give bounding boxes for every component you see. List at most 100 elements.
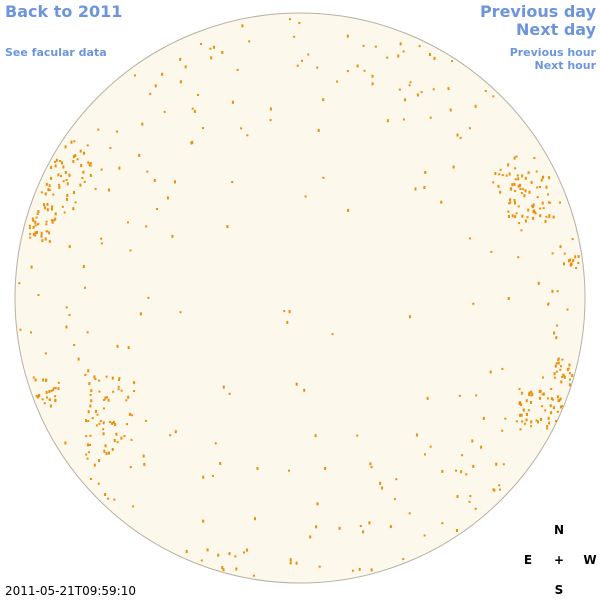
facula (423, 534, 426, 537)
facula (544, 219, 547, 223)
facula (113, 498, 116, 501)
facula (200, 559, 203, 562)
facula (193, 109, 196, 113)
facula (557, 357, 560, 361)
facula (95, 424, 98, 427)
facula (246, 548, 248, 552)
facula (536, 186, 539, 189)
facula (460, 470, 463, 474)
facula (131, 414, 134, 417)
facula (213, 45, 215, 49)
facula (93, 375, 96, 379)
facula (517, 184, 520, 188)
facula (368, 521, 371, 525)
facula (100, 242, 103, 245)
facula (551, 289, 554, 293)
facula (548, 214, 551, 217)
facula (73, 140, 76, 143)
facula (221, 51, 224, 54)
facula (90, 478, 92, 480)
facula (95, 409, 97, 413)
facula (514, 167, 517, 170)
facula (214, 442, 217, 445)
next-hour-link[interactable]: Next hour (535, 59, 597, 72)
facula (530, 420, 533, 424)
facula (50, 166, 53, 169)
facula (550, 397, 553, 401)
facula (63, 211, 66, 214)
facula (149, 92, 152, 95)
facula (322, 98, 325, 102)
facula (393, 498, 396, 501)
facula (100, 237, 103, 240)
facula (52, 388, 55, 391)
facula (508, 172, 511, 176)
facula (577, 255, 580, 259)
facula (241, 24, 244, 28)
facula (356, 64, 359, 68)
facula (210, 56, 213, 60)
facula (502, 463, 505, 466)
facula (70, 140, 73, 144)
facula (569, 258, 572, 262)
facula (362, 44, 365, 47)
facula (269, 107, 272, 111)
facula (99, 419, 102, 422)
facula (404, 98, 406, 102)
facula (557, 361, 560, 365)
facula (519, 413, 522, 417)
facula (516, 174, 519, 177)
facula (52, 193, 55, 196)
previous-day-link[interactable]: Previous day (480, 2, 597, 21)
facula (32, 376, 35, 379)
facula (465, 473, 468, 476)
facula (541, 405, 544, 408)
facula (166, 196, 169, 200)
facula (79, 183, 82, 187)
facula (132, 505, 135, 508)
facula (568, 372, 571, 375)
facula (111, 421, 114, 425)
previous-hour-link[interactable]: Previous hour (510, 46, 597, 59)
facula (553, 406, 555, 410)
facula (535, 170, 538, 173)
facula (507, 210, 510, 213)
facula (87, 410, 90, 414)
facula (228, 552, 231, 556)
facula (146, 170, 149, 173)
facula (456, 133, 459, 137)
facula (120, 389, 123, 392)
facula (40, 231, 43, 235)
facula (295, 561, 298, 565)
facula (143, 462, 146, 466)
facula (414, 187, 417, 191)
facula (89, 404, 92, 408)
facula (114, 423, 117, 427)
facula (45, 223, 48, 226)
facula (546, 427, 549, 430)
facula (553, 376, 556, 379)
facula (537, 281, 540, 285)
facula (112, 420, 115, 424)
facula (520, 192, 523, 194)
facula (54, 387, 57, 390)
facula (505, 174, 508, 177)
facula (539, 207, 541, 210)
compass-south: S (555, 583, 564, 597)
facula (108, 421, 111, 423)
next-day-link[interactable]: Next day (516, 20, 597, 39)
facula (347, 208, 350, 212)
facula (94, 187, 97, 190)
facula (98, 422, 101, 425)
back-link[interactable]: Back to 2011 (5, 2, 122, 21)
facular-link[interactable]: See facular data (5, 46, 107, 59)
facula (50, 219, 53, 222)
facula (513, 156, 516, 160)
facula (519, 428, 522, 431)
facula (508, 202, 511, 205)
facula (77, 357, 80, 361)
facula (174, 430, 177, 434)
facula (236, 68, 239, 71)
facula (514, 215, 517, 219)
facula (568, 378, 571, 381)
